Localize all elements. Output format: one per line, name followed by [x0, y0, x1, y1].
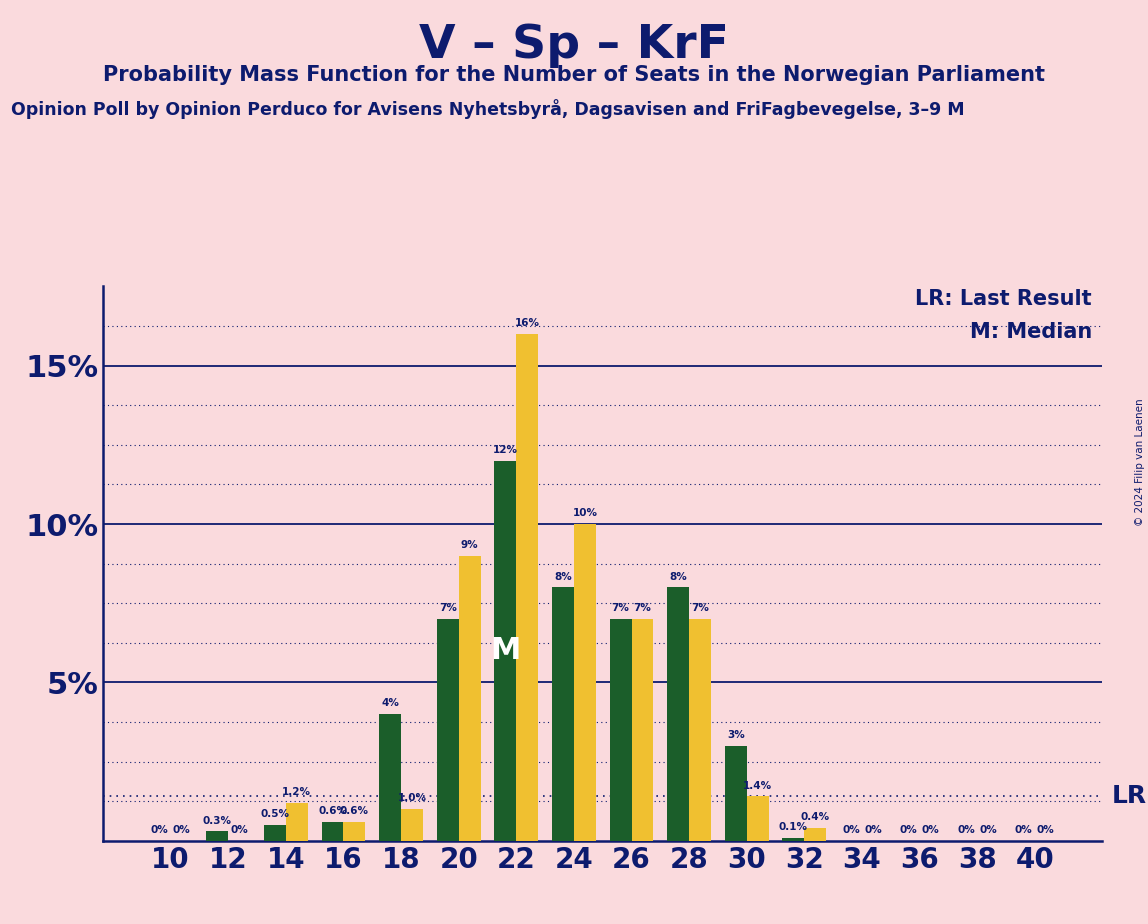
Text: 0%: 0%: [231, 825, 248, 835]
Text: 0%: 0%: [1037, 825, 1055, 835]
Text: Probability Mass Function for the Number of Seats in the Norwegian Parliament: Probability Mass Function for the Number…: [103, 65, 1045, 85]
Text: 0.6%: 0.6%: [318, 806, 347, 816]
Bar: [459, 555, 481, 841]
Bar: [495, 461, 517, 841]
Text: 12%: 12%: [492, 445, 518, 455]
Text: 0.6%: 0.6%: [340, 806, 369, 816]
Text: M: M: [490, 637, 520, 665]
Text: 0%: 0%: [900, 825, 917, 835]
Text: 0%: 0%: [979, 825, 996, 835]
Text: 3%: 3%: [727, 730, 745, 740]
Bar: [436, 619, 459, 841]
Text: 0.5%: 0.5%: [261, 809, 289, 820]
Text: 0%: 0%: [150, 825, 169, 835]
Text: 0%: 0%: [957, 825, 975, 835]
Text: V – Sp – KrF: V – Sp – KrF: [419, 23, 729, 68]
Bar: [552, 588, 574, 841]
Text: 1.0%: 1.0%: [397, 794, 427, 804]
Bar: [746, 796, 769, 841]
Bar: [574, 524, 596, 841]
Bar: [207, 832, 228, 841]
Text: 7%: 7%: [634, 603, 651, 614]
Bar: [805, 828, 827, 841]
Text: 7%: 7%: [691, 603, 709, 614]
Text: 10%: 10%: [573, 508, 597, 518]
Text: 0%: 0%: [864, 825, 882, 835]
Text: 8%: 8%: [554, 572, 572, 582]
Text: 0.3%: 0.3%: [203, 816, 232, 826]
Bar: [517, 334, 538, 841]
Text: 1.4%: 1.4%: [743, 781, 773, 791]
Bar: [689, 619, 711, 841]
Text: 8%: 8%: [669, 572, 687, 582]
Bar: [724, 746, 746, 841]
Bar: [379, 714, 401, 841]
Text: M: Median: M: Median: [970, 322, 1092, 343]
Text: 0%: 0%: [1015, 825, 1033, 835]
Bar: [264, 825, 286, 841]
Text: 0.1%: 0.1%: [778, 822, 808, 832]
Bar: [321, 821, 343, 841]
Text: 7%: 7%: [612, 603, 629, 614]
Text: 9%: 9%: [460, 540, 479, 550]
Bar: [343, 821, 365, 841]
Bar: [667, 588, 689, 841]
Text: 7%: 7%: [439, 603, 457, 614]
Text: 4%: 4%: [381, 699, 400, 709]
Text: LR: LR: [1112, 784, 1147, 808]
Text: LR: Last Result: LR: Last Result: [915, 289, 1092, 310]
Text: 1.2%: 1.2%: [282, 787, 311, 797]
Text: Opinion Poll by Opinion Perduco for Avisens Nyhetsbyrå, Dagsavisen and FriFagbev: Opinion Poll by Opinion Perduco for Avis…: [11, 99, 965, 119]
Text: 0.4%: 0.4%: [800, 812, 830, 822]
Text: 0%: 0%: [843, 825, 860, 835]
Bar: [783, 838, 805, 841]
Bar: [286, 803, 308, 841]
Text: 0%: 0%: [922, 825, 939, 835]
Text: 0%: 0%: [172, 825, 191, 835]
Text: © 2024 Filip van Laenen: © 2024 Filip van Laenen: [1134, 398, 1145, 526]
Bar: [610, 619, 631, 841]
Bar: [631, 619, 653, 841]
Text: 16%: 16%: [514, 318, 540, 328]
Bar: [401, 809, 422, 841]
